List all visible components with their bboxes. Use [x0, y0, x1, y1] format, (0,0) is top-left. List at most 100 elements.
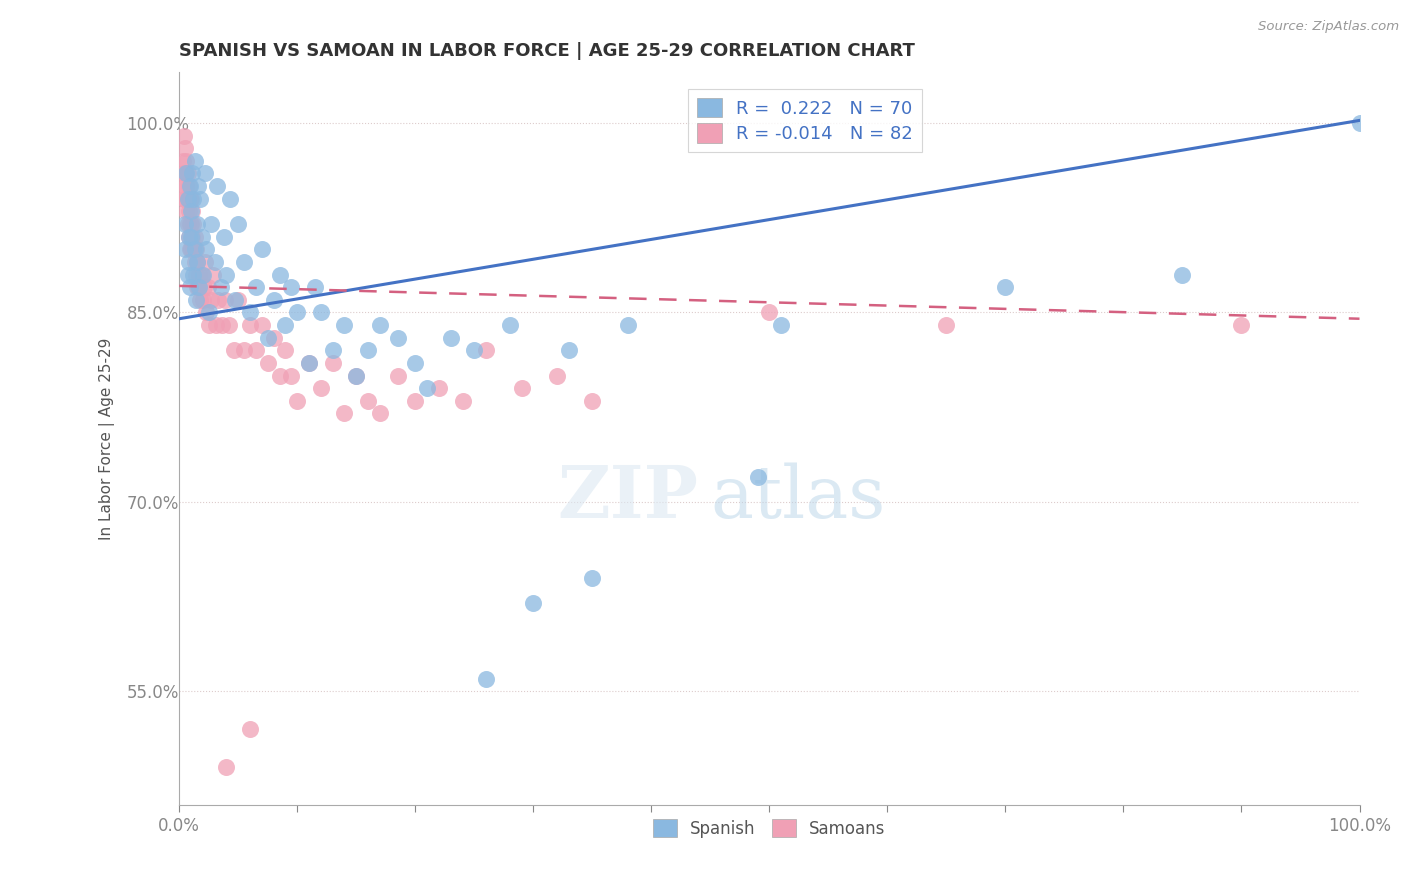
Point: [298, 356, 321, 370]
Point: [186, 280, 208, 294]
Point: [195, 242, 218, 256]
Point: [1230, 318, 1253, 332]
Point: [269, 368, 291, 383]
Point: [179, 242, 201, 256]
Point: [181, 229, 204, 244]
Point: [239, 305, 262, 319]
Point: [183, 192, 205, 206]
Point: [239, 318, 262, 332]
Point: [183, 217, 205, 231]
Point: [387, 331, 409, 345]
Point: [186, 217, 208, 231]
Text: Source: ZipAtlas.com: Source: ZipAtlas.com: [1258, 20, 1399, 33]
Point: [183, 242, 205, 256]
Point: [322, 356, 344, 370]
Point: [304, 280, 326, 294]
Point: [239, 723, 262, 737]
Point: [344, 368, 367, 383]
Point: [183, 153, 205, 168]
Point: [475, 343, 498, 358]
Point: [177, 229, 200, 244]
Point: [285, 305, 308, 319]
Point: [404, 356, 426, 370]
Point: [190, 268, 212, 282]
Point: [176, 166, 198, 180]
Point: [770, 318, 793, 332]
Point: [357, 393, 380, 408]
Point: [285, 393, 308, 408]
Point: [180, 229, 202, 244]
Point: [173, 192, 195, 206]
Point: [186, 255, 208, 269]
Point: [274, 343, 297, 358]
Point: [177, 229, 200, 244]
Point: [440, 331, 463, 345]
Point: [188, 268, 211, 282]
Point: [226, 293, 249, 307]
Point: [177, 179, 200, 194]
Y-axis label: In Labor Force | Age 25-29: In Labor Force | Age 25-29: [100, 337, 115, 540]
Point: [368, 318, 391, 332]
Point: [269, 268, 291, 282]
Point: [581, 393, 603, 408]
Point: [211, 318, 233, 332]
Point: [176, 153, 198, 168]
Point: [190, 229, 212, 244]
Point: [181, 204, 204, 219]
Point: [174, 141, 197, 155]
Point: [250, 242, 273, 256]
Point: [263, 293, 285, 307]
Point: [357, 343, 380, 358]
Point: [222, 343, 245, 358]
Point: [522, 596, 544, 610]
Point: [194, 166, 217, 180]
Point: [186, 255, 208, 269]
Point: [387, 368, 409, 383]
Point: [174, 217, 197, 231]
Point: [204, 255, 226, 269]
Point: [197, 318, 219, 332]
Point: [214, 293, 236, 307]
Point: [200, 217, 222, 231]
Point: [427, 381, 450, 395]
Point: [250, 318, 273, 332]
Point: [190, 293, 212, 307]
Point: [218, 318, 240, 332]
Point: [197, 305, 219, 319]
Point: [176, 192, 198, 206]
Point: [205, 179, 228, 194]
Point: [191, 293, 214, 307]
Legend: Spanish, Samoans: Spanish, Samoans: [647, 813, 891, 845]
Point: [179, 179, 201, 194]
Point: [193, 280, 215, 294]
Point: [205, 318, 228, 332]
Text: atlas: atlas: [710, 462, 886, 533]
Point: [187, 179, 209, 194]
Point: [176, 217, 198, 231]
Point: [179, 192, 201, 206]
Point: [195, 305, 218, 319]
Point: [224, 293, 246, 307]
Point: [935, 318, 957, 332]
Point: [187, 280, 209, 294]
Point: [747, 469, 769, 483]
Point: [1171, 268, 1194, 282]
Point: [416, 381, 439, 395]
Point: [546, 368, 568, 383]
Point: [207, 293, 229, 307]
Point: [179, 280, 201, 294]
Point: [180, 192, 202, 206]
Point: [499, 318, 522, 332]
Point: [176, 166, 198, 180]
Point: [200, 293, 222, 307]
Point: [183, 268, 205, 282]
Point: [463, 343, 485, 358]
Point: [183, 242, 205, 256]
Point: [212, 229, 235, 244]
Point: [558, 343, 581, 358]
Point: [322, 343, 344, 358]
Point: [333, 407, 356, 421]
Point: [475, 672, 498, 686]
Point: [758, 305, 780, 319]
Point: [184, 293, 207, 307]
